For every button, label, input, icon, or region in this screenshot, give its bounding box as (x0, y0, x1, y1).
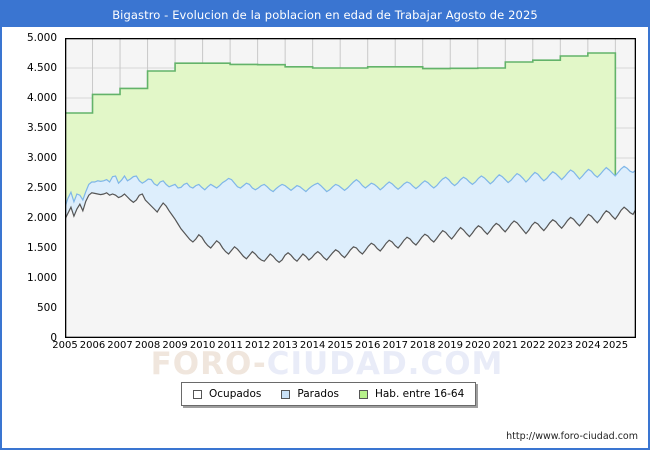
y-axis-tick-label: 4.000 (26, 92, 57, 104)
x-axis-tick-label: 2006 (79, 340, 106, 351)
ocupados-line (65, 192, 636, 264)
x-axis-tick-label: 2018 (410, 340, 436, 351)
y-axis-tick-label: 4.500 (26, 62, 57, 74)
window-title-bar: Bigastro - Evolucion de la poblacion en … (2, 2, 648, 27)
y-axis-tick-label: 2.000 (26, 212, 57, 224)
legend-item[interactable]: Parados (281, 388, 339, 400)
legend-item[interactable]: Ocupados (193, 388, 261, 400)
x-axis-tick-label: 2022 (520, 340, 546, 351)
x-axis-tick-label: 2008 (134, 340, 161, 351)
legend-item-label: Ocupados (209, 388, 262, 400)
x-axis-tick-label: 2015 (327, 340, 353, 351)
x-axis-tick-label: 2016 (354, 340, 381, 351)
chart-legend: Ocupados Parados Hab. entre 16-64 (181, 382, 477, 406)
y-axis-labels: 0 500 1.000 1.500 2.000 2.500 3.000 3.500 4.000 4… (2, 32, 62, 344)
y-axis-tick-label: 3.500 (26, 122, 57, 134)
y-axis-tick-label: 500 (36, 302, 57, 314)
plot-area (65, 38, 636, 338)
y-axis-tick-label: 1.500 (26, 242, 57, 254)
x-axis-tick-label: 2007 (107, 340, 133, 351)
page-title: Bigastro - Evolucion de la poblacion en … (112, 7, 538, 22)
series-ocupados (65, 192, 636, 338)
x-axis-tick-label: 2014 (299, 340, 326, 351)
x-axis-tick-label: 2020 (465, 340, 491, 351)
hab-area-stroke (65, 52, 617, 338)
plot-border (65, 38, 636, 338)
x-axis-tick-label: 2010 (189, 340, 216, 351)
x-axis-tick-label: 2009 (162, 340, 188, 351)
y-axis-tick-label: 1.000 (26, 272, 57, 284)
y-axis-tick-label: 0 (50, 332, 57, 344)
x-axis-tick-label: 2019 (437, 340, 463, 351)
legend-item-label: Parados (297, 388, 339, 400)
legend-item-label: Hab. entre 16-64 (374, 388, 465, 400)
legend-item[interactable]: Hab. entre 16-64 (358, 388, 465, 400)
x-axis-tick-label: 2025 (602, 340, 629, 351)
x-axis-tick-label: 2021 (492, 340, 519, 351)
chart-canvas (65, 38, 636, 338)
legend-swatch-icon (358, 389, 368, 399)
x-axis-tick-label: 2013 (272, 340, 298, 351)
ocupados-area-fill (65, 192, 636, 338)
x-axis-labels: 2005 2006 2007 2008 2009 2010 2011 2012 2013 2014… (52, 340, 636, 358)
legend-swatch-icon (281, 389, 291, 399)
footer-url: http://www.foro-ciudad.com (506, 431, 638, 442)
x-axis-tick-label: 2017 (382, 340, 408, 351)
y-axis-tick-label: 3.000 (26, 152, 57, 164)
x-axis-tick-label: 2024 (575, 340, 601, 351)
legend-swatch-icon (193, 389, 202, 399)
y-axis-tick-label: 5.000 (26, 32, 57, 44)
x-axis-tick-label: 2005 (52, 340, 78, 351)
x-axis-tick-label: 2011 (217, 340, 243, 351)
y-axis-tick-label: 2.500 (26, 182, 57, 194)
x-axis-tick-label: 2023 (547, 340, 574, 351)
parados-line (65, 165, 636, 208)
x-axis-tick-label: 2012 (244, 340, 271, 351)
